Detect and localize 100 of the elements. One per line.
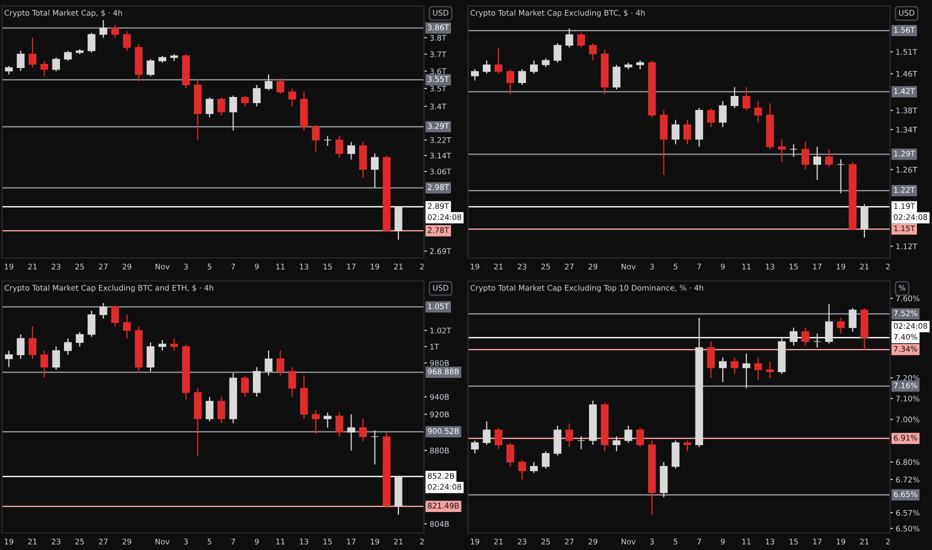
candlestick [506,442,514,467]
candlestick [742,353,750,389]
candlestick [276,77,284,94]
candlestick [506,68,514,95]
candlestick [683,119,692,145]
candlestick [370,153,379,188]
candlestick [146,58,154,77]
candlestick [347,141,356,160]
candlestick [264,350,272,376]
candlestick [217,96,226,116]
candlestick [518,68,526,86]
candlestick [813,333,822,348]
candlestick [252,84,261,107]
candlestick [324,412,332,428]
candlestick [88,32,96,54]
candlestick [40,350,48,378]
candlestick [813,146,822,181]
candlestick [612,436,620,452]
candlestick [241,95,249,107]
candlestick [530,60,538,74]
candlestick [494,46,502,74]
candlestick [530,461,538,474]
candlestick [52,56,60,72]
candlestick [99,20,108,38]
candlestick [359,418,367,442]
candlestick [825,304,833,344]
candlestick [394,206,402,240]
candlestick [482,420,491,446]
candlestick [88,310,96,338]
candlestick [707,341,715,378]
candlestick [860,204,868,238]
candlestick [825,148,833,168]
candlestick [730,357,738,374]
candlestick [730,86,738,109]
candlestick [636,427,644,448]
candlestick [347,414,356,451]
candlestick [518,459,526,480]
candlestick [624,425,632,444]
candlestick [241,374,249,398]
candlestick [577,436,586,450]
candlestick [565,423,574,448]
candlestick [754,357,762,381]
candlestick [252,366,261,398]
candlestick [76,332,84,348]
candlestick [64,338,72,356]
candlestick [802,327,810,346]
candlestick [4,350,13,368]
candlestick [494,427,502,450]
candlestick [288,366,296,398]
candlestick [359,141,367,178]
candlestick [336,136,344,158]
candlestick [146,342,154,372]
candlestick [848,307,857,332]
candlestick [742,86,750,111]
candlestick [370,430,379,465]
candlestick [28,37,36,68]
candlestick [565,28,574,48]
candlestick [28,326,36,360]
candlestick [229,95,238,132]
candlestick [766,361,774,378]
candlestick [790,327,798,346]
candlestick [312,409,320,435]
candlestick [206,96,214,118]
candlestick [790,144,798,158]
candlestick [123,30,131,52]
candlestick [336,412,344,438]
candlestick [276,350,284,376]
candlestick [111,304,120,328]
candlestick [577,32,586,48]
candlestick [836,158,845,194]
candlestick [612,64,620,90]
candlestick [482,60,491,74]
candlestick [718,100,727,128]
candlestick [672,119,680,145]
candlestick [64,50,72,62]
candlestick [16,334,25,360]
candlestick [158,340,166,352]
candlestick [718,357,727,383]
candlestick [802,141,810,170]
candlestick [542,450,550,470]
candlestick [554,425,562,456]
candlestick [123,314,131,340]
candlestick [264,74,272,91]
candlestick [40,60,48,77]
candlestick [589,42,597,62]
candlestick [778,138,786,162]
candlestick [554,42,562,64]
candlestick [99,302,108,320]
candlestick [470,440,479,454]
candlestick [754,100,762,123]
candlestick [217,396,226,424]
candlestick [111,24,120,38]
candlestick [288,88,296,107]
candlestick [16,50,25,72]
candlestick [672,440,680,470]
candlestick [206,396,214,422]
candlestick [170,338,178,352]
candlestick [324,136,332,146]
candlestick [707,107,715,128]
candlestick [312,124,320,152]
